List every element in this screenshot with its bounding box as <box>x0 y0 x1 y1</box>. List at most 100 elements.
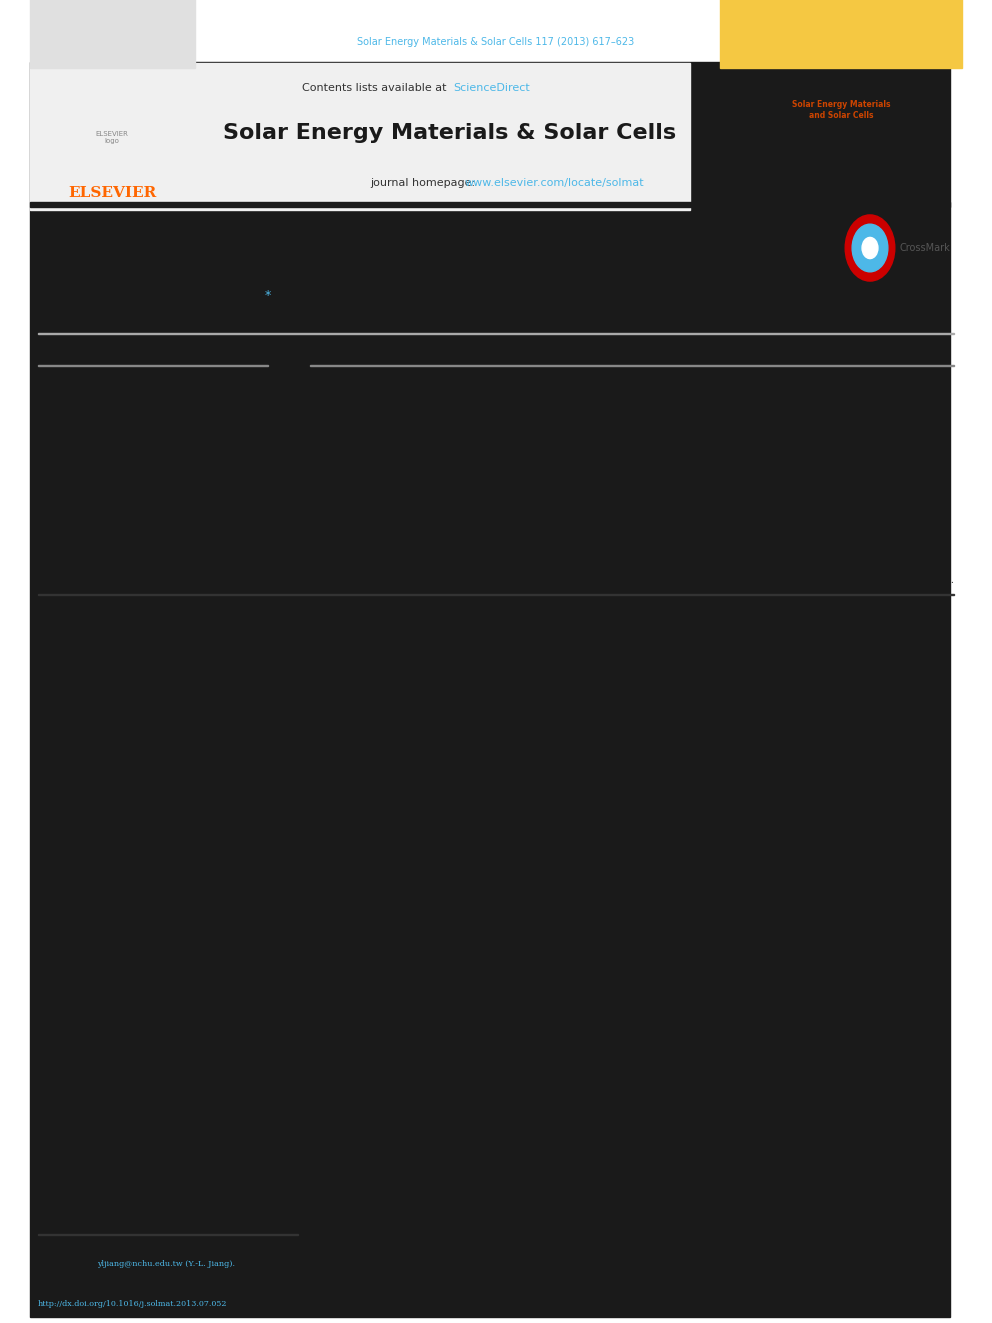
Text: levels (approximately 10²¹ atoms/cm³), which was the dominant residual impurity.: levels (approximately 10²¹ atoms/cm³), w… <box>310 462 688 471</box>
Text: 1.   Introduction: 1. Introduction <box>38 622 160 635</box>
Text: ScienceDirect: ScienceDirect <box>453 83 530 93</box>
Text: wall can cause the outgassing process to last a: wall can cause the outgassing process to… <box>510 734 718 744</box>
Text: A R T I C L E   I N F O: A R T I C L E I N F O <box>38 351 159 361</box>
Text: 30 July 2013: 30 July 2013 <box>38 421 95 430</box>
Text: rates. The primary residual impurity is H₂O. The N₂, O₂,: rates. The primary residual impurity is … <box>510 699 759 708</box>
Text: impurities are: impurities are <box>38 923 101 933</box>
Text: Contents lists available at: Contents lists available at <box>302 83 450 93</box>
Text: www.elsevier.com/locate/solmat: www.elsevier.com/locate/solmat <box>465 179 645 188</box>
Text: Received 4 June 2013: Received 4 June 2013 <box>38 393 138 401</box>
Text: vapor deposition (PECVD) system. The influence of real: vapor deposition (PECVD) system. The inf… <box>510 876 758 885</box>
Text: The contamination sources are typically reaction gases of: The contamination sources are typically … <box>38 688 295 696</box>
Text: flow N₂, O₂, or CO₂ impurity gases into the process: flow N₂, O₂, or CO₂ impurity gases into … <box>38 770 265 779</box>
Text: Traditionally, the concentration of residual impurities: Traditionally, the concentration of resi… <box>510 971 749 979</box>
Text: impurities. Concentrations of these elements above: impurities. Concentrations of these elem… <box>38 734 268 744</box>
Bar <box>30 202 950 206</box>
Text: from a vacuum pumping process before film: from a vacuum pumping process before fil… <box>510 994 707 1003</box>
Text: http://dx.doi.org/10.1016/j.solmat.2013.07.052: http://dx.doi.org/10.1016/j.solmat.2013.… <box>38 1301 227 1308</box>
Circle shape <box>862 237 878 258</box>
Text: with SiH₄ causes the incorporation of oxygen atoms into: with SiH₄ causes the incorporation of ox… <box>510 770 761 779</box>
Text: impurities into the a-Si:H films was identified.: impurities into the a-Si:H films was ide… <box>510 959 716 968</box>
Bar <box>38 332 954 333</box>
Text: As the vacuum deposition process starts, the residual: As the vacuum deposition process starts,… <box>510 676 749 684</box>
Text: of outgassing from the chamber-wall depends on the amount: of outgassing from the chamber-wall depe… <box>38 876 310 885</box>
Text: desorption rate from the wall. For a single chamber: desorption rate from the wall. For a sin… <box>38 900 268 909</box>
Text: amounts of residual impurities, and particularly by high: amounts of residual impurities, and part… <box>510 830 760 837</box>
Text: pressures of H₂O (10−5–10−6 Torr) resulted in extremely high oxygen contaminatio: pressures of H₂O (10−5–10−6 Torr) result… <box>310 450 682 459</box>
Text: Quantum efficiency: Quantum efficiency <box>38 516 128 525</box>
Text: demonstrated that oxygen and nitrogen atoms are the main: demonstrated that oxygen and nitrogen at… <box>38 722 304 732</box>
Text: journal homepage:: journal homepage: <box>370 179 478 188</box>
Text: the onset, before p-layer deposition. The low pressures (approximately 10−7–10−8: the onset, before p-layer deposition. Th… <box>310 415 698 425</box>
Text: uniform oxygen doping and resulted in a non-uniform distribution of the internal: uniform oxygen doping and resulted in a … <box>310 484 658 493</box>
Text: dependent on the quality of the vacuum seal. The leak: dependent on the quality of the vacuum s… <box>38 841 279 849</box>
Text: Keywords:: Keywords: <box>38 460 86 470</box>
Text: The performance of hydrogenated amorphous silicon: The performance of hydrogenated amorphou… <box>38 652 275 662</box>
Text: ELSEVIER
logo: ELSEVIER logo <box>95 131 128 144</box>
Text: incorporated in the films during the deposition process.: incorporated in the films during the dep… <box>38 676 287 684</box>
Text: deposition chamber, the extent of air leakage is: deposition chamber, the extent of air le… <box>38 830 249 837</box>
Text: from the chamber wall after sample loading on the: from the chamber wall after sample loadi… <box>510 900 736 909</box>
Text: residual impurities in the process chamber. In a typical: residual impurities in the process chamb… <box>38 818 285 826</box>
Text: because of varying vacuum pumping times. The performance: because of varying vacuum pumping times.… <box>510 806 783 815</box>
Text: concentrations of H₂O vapor, which is difficult to: concentrations of H₂O vapor, which is di… <box>510 841 727 849</box>
Text: outgassing from the chamber wall. Numerous studies have: outgassing from the chamber wall. Numero… <box>38 710 301 720</box>
Text: certain critical levels can severely deteriorate the film: certain critical levels can severely det… <box>38 746 280 755</box>
Text: gases that are adsorbed onto the inner surfaces because: gases that are adsorbed onto the inner s… <box>510 652 762 662</box>
Text: outgassing. High concentrations of H₂O adsorbed to the: outgassing. High concentrations of H₂O a… <box>510 722 759 732</box>
Text: The gradual desorption of H₂O into the plasma to react: The gradual desorption of H₂O into the p… <box>510 758 755 767</box>
Text: yljiang@nchu.edu.tw (Y.-L. Jiang).: yljiang@nchu.edu.tw (Y.-L. Jiang). <box>97 1259 235 1267</box>
Text: *: * <box>265 288 271 302</box>
Text: Solar Energy Materials
and Solar Cells: Solar Energy Materials and Solar Cells <box>792 101 890 119</box>
Text: CrossMark: CrossMark <box>900 243 950 253</box>
Text: quality [1–9]. Most previous studies have added constant-: quality [1–9]. Most previous studies hav… <box>38 758 295 767</box>
Text: amounts of residual impurities adsorbed onto the wall: amounts of residual impurities adsorbed … <box>510 794 751 803</box>
Text: E-mail address:: E-mail address: <box>38 1259 104 1267</box>
Text: load-locked chamber by using 13.56 MHz plasma. Residual air impurities were cont: load-locked chamber by using 13.56 MHz p… <box>310 393 700 401</box>
Circle shape <box>845 214 895 280</box>
Text: CO₂, or other gases of air play minor roles in the: CO₂, or other gases of air play minor ro… <box>510 710 727 720</box>
Text: PECVD: PECVD <box>38 503 71 512</box>
Text: with high vacuum pumping, or not controlled, and the concentrations were measure: with high vacuum pumping, or not control… <box>310 404 691 413</box>
Text: performance of solar cells was investigated under the: performance of solar cells was investiga… <box>510 912 749 921</box>
Text: A B S T R A C T: A B S T R A C T <box>310 351 397 361</box>
Text: of exposure to air during sample loading and unloading.: of exposure to air during sample loading… <box>510 664 760 673</box>
Text: fabricated in a single-chamber plasma-enhanced chemical: fabricated in a single-chamber plasma-en… <box>510 864 770 873</box>
Text: method does not adequately simulate the presence of: method does not adequately simulate the … <box>38 806 276 815</box>
Text: on the incorporation of non-constant oxygen and nitrogen: on the incorporation of non-constant oxy… <box>510 947 768 957</box>
Text: outgassing from the chamber wall [1–9]. However, this: outgassing from the chamber wall [1–9]. … <box>38 794 283 803</box>
Text: of N₂ and O₂ near the lowest vacuum pressure of the chamber, incorporated base: of N₂ and O₂ near the lowest vacuum pres… <box>310 427 663 437</box>
Text: concentration un-stabilized H₂O showed a rapidly decreasing rate which induced n: concentration un-stabilized H₂O showed a… <box>310 474 682 482</box>
Text: impurities gradually decrease at non-constant time-decay: impurities gradually decrease at non-con… <box>510 688 767 696</box>
Text: fill factor and energy conversion efficiency, and a high series resistance of th: fill factor and energy conversion effici… <box>310 531 649 540</box>
Text: © 2013 Elsevier B.V. All rights reserved.: © 2013 Elsevier B.V. All rights reserved… <box>777 577 954 586</box>
Text: ELSEVIER: ELSEVIER <box>67 187 156 200</box>
Text: limited purity, air leakage into the reaction chamber, or: limited purity, air leakage into the rea… <box>38 699 286 708</box>
Text: Solar Energy Materials & Solar Cells 117 (2013) 617–623: Solar Energy Materials & Solar Cells 117… <box>357 37 635 48</box>
Circle shape <box>852 224 888 271</box>
Text: Graduate Institute of Optoelectronic Engineering and Department of Electrical En: Graduate Institute of Optoelectronic Eng… <box>38 314 764 321</box>
Text: electric field in the i-layer. The net loss (ΔQE(0,V)) of quantum efficiency (QE: electric field in the i-layer. The net l… <box>310 496 660 505</box>
Text: wavelength region for increasing forward bias resulted in poor performance of th: wavelength region for increasing forward… <box>310 519 686 528</box>
Text: Solar Energy Materials & Solar Cells: Solar Energy Materials & Solar Cells <box>223 123 677 143</box>
Text: of residual impurities adsorbed onto the wall, and the: of residual impurities adsorbed onto the… <box>38 888 278 897</box>
Text: Residual impurities: Residual impurities <box>38 531 127 540</box>
Text: contamination levels of nitrogen and oxygen (approximately 10¹⁸–10¹⁹ atoms/cm³).: contamination levels of nitrogen and oxy… <box>310 438 691 447</box>
Text: Accepted 31 July 2013: Accepted 31 July 2013 <box>38 435 141 445</box>
Text: of a-Si:H solar cells: of a-Si:H solar cells <box>38 255 244 274</box>
Text: remove.     In this work, a-Si:H solar cells were: remove. In this work, a-Si:H solar cells… <box>510 852 719 861</box>
Text: Tai-Chao Kuo, Yeu-Long Jiang: Tai-Chao Kuo, Yeu-Long Jiang <box>38 291 258 306</box>
Text: pressure that the system can achieve. However, the rate: pressure that the system can achieve. Ho… <box>38 864 290 873</box>
Text: Contamination impurities: Contamination impurities <box>38 488 156 497</box>
Text: chamber to simulate air leakage into the chamber, or: chamber to simulate air leakage into the… <box>38 782 275 791</box>
Text: Hydrogenated amorphous silicon (a-Si:H) p-i-n solar cells were grown in a single: Hydrogenated amorphous silicon (a-Si:H) … <box>310 381 685 390</box>
Text: without a load-lock system, the initial residual: without a load-lock system, the initial … <box>38 912 244 921</box>
Text: improving the performance of a-Si:H solar cells.: improving the performance of a-Si:H sola… <box>310 553 519 562</box>
Text: * Corresponding author. Tel.: +886 4 22840688x223; fax: +886 4 22851410.: * Corresponding author. Tel.: +886 4 228… <box>38 1246 349 1254</box>
Text: the a-Si:H film [10]. A single chamber has varying: the a-Si:H film [10]. A single chamber h… <box>510 782 734 791</box>
Text: Article history:: Article history: <box>38 378 107 388</box>
Text: 0927-0248/$ - see front matter © 2013 Elsevier B.V. All rights reserved.: 0927-0248/$ - see front matter © 2013 El… <box>38 1285 330 1293</box>
Text: Received in revised form: Received in revised form <box>38 406 153 415</box>
Text: residual impurities in the process chamber and outgassing: residual impurities in the process chamb… <box>510 888 772 897</box>
Text: H₂O, in comparison with the minor influence of O₂ and N₂: H₂O, in comparison with the minor influe… <box>510 935 767 945</box>
